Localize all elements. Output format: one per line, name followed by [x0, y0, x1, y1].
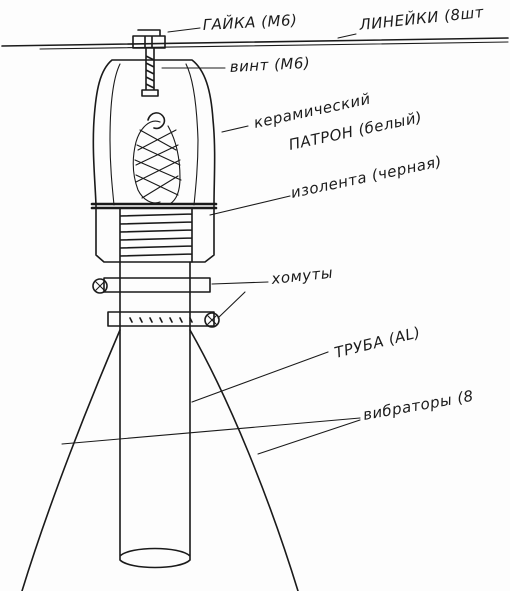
leader-guy-left: [61, 417, 361, 445]
guy-wire-right: [189, 329, 299, 591]
leader-guy-right: [257, 419, 361, 455]
ceramic-socket-outline: [92, 59, 216, 263]
label-screw: винт (М6): [229, 54, 310, 76]
label-insulation-tape: изолента (черная): [289, 152, 443, 202]
leader-rulers: [337, 33, 357, 39]
threaded-base: [119, 207, 193, 263]
leader-clamp-upper: [211, 281, 269, 285]
label-pipe: ТРУБА (AL): [333, 323, 423, 362]
label-nut: ГАЙКА (М6): [202, 10, 298, 34]
ruler-rod: [1, 37, 509, 47]
ruler-rod-second: [39, 41, 509, 50]
label-rulers: ЛИНЕЙКИ (8шт: [357, 2, 485, 34]
nut-shape: [132, 29, 166, 49]
ceramic-socket-inner: [109, 63, 199, 206]
clamp-lower: [107, 311, 215, 327]
pipe: [119, 261, 191, 569]
leader-tape: [209, 195, 291, 216]
leader-clamp-lower: [217, 291, 246, 319]
clamp-upper: [103, 277, 211, 293]
insulation-tape-band: [90, 202, 218, 210]
guy-wire-left: [21, 329, 121, 591]
label-clamps: хомуты: [270, 264, 334, 288]
helix-element: [132, 120, 182, 205]
helix-top-cap: [147, 112, 166, 130]
screw-shape: [141, 47, 159, 97]
leader-socket: [221, 125, 249, 133]
clamp-lower-screw: [204, 312, 220, 328]
leader-nut: [167, 27, 201, 33]
label-guy-wires: вибраторы (8: [362, 387, 475, 424]
leader-pipe: [191, 351, 329, 403]
clamp-upper-screw: [92, 278, 108, 294]
